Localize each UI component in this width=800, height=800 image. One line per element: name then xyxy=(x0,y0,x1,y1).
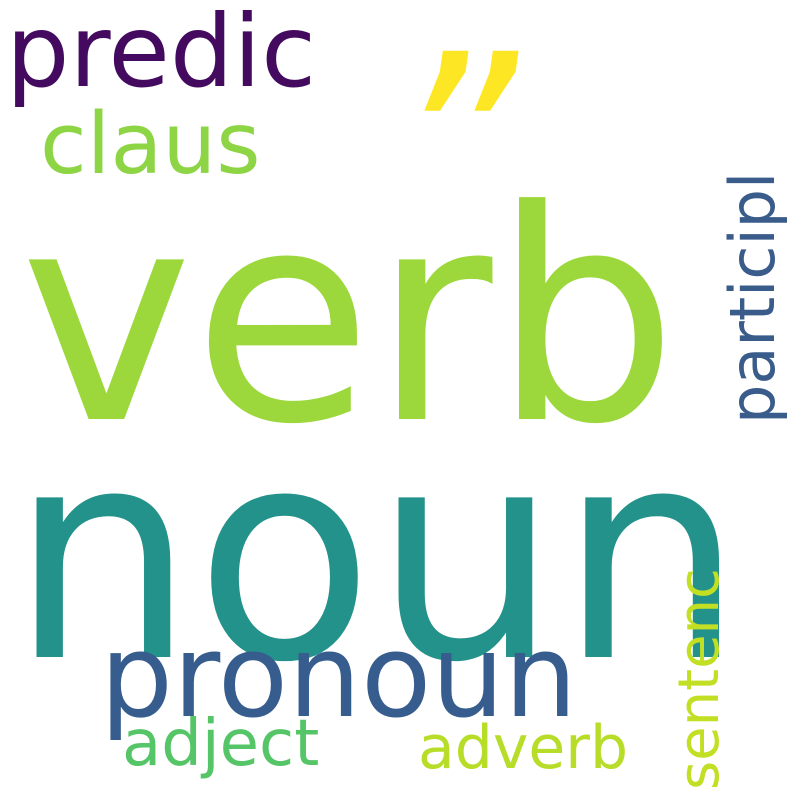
word-adject: adject xyxy=(122,707,320,781)
word-noun: noun xyxy=(10,386,744,726)
word-pronoun: pronoun xyxy=(100,610,578,744)
word-adverb: adverb xyxy=(418,713,629,783)
word-predic: predic xyxy=(6,0,317,110)
word-claus: claus xyxy=(40,95,261,194)
word-sentenc: sentenc xyxy=(667,568,732,790)
word-verb: verb xyxy=(20,148,678,488)
